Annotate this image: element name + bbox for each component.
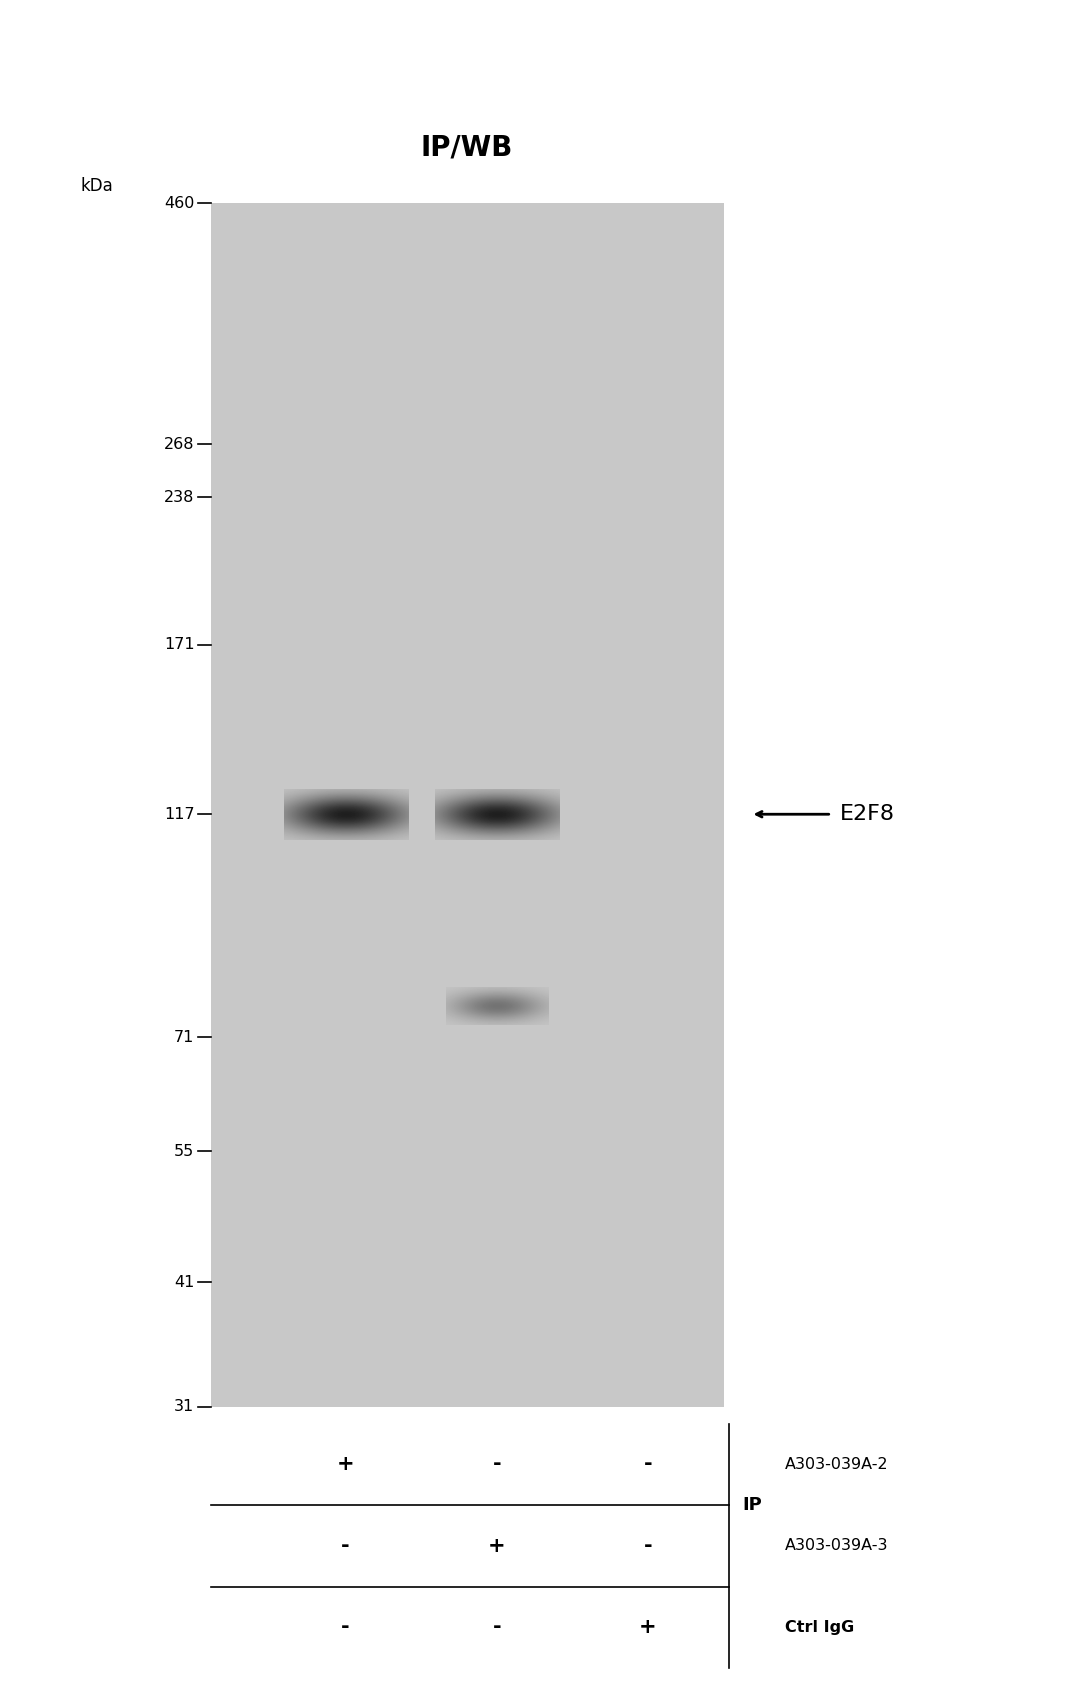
Text: -: - [492,1454,501,1475]
Text: 117: 117 [164,807,194,822]
Text: Ctrl IgG: Ctrl IgG [785,1620,854,1634]
Text: 268: 268 [164,437,194,453]
Text: IP: IP [742,1497,761,1514]
Text: +: + [488,1536,505,1556]
Text: +: + [639,1617,657,1637]
Text: -: - [492,1617,501,1637]
Text: -: - [341,1536,350,1556]
Text: IP/WB: IP/WB [421,132,513,161]
Text: -: - [644,1454,652,1475]
Text: -: - [644,1536,652,1556]
Bar [211,203,724,1407]
Text: 31: 31 [174,1400,194,1414]
Text: A303-039A-3: A303-039A-3 [785,1539,889,1553]
Text: E2F8: E2F8 [840,803,895,824]
Text: 460: 460 [164,197,194,210]
Text: 41: 41 [174,1275,194,1290]
Text: +: + [337,1454,354,1475]
Text: 171: 171 [164,637,194,653]
Text: 238: 238 [164,490,194,505]
Text: 55: 55 [174,1144,194,1159]
Text: 71: 71 [174,1029,194,1044]
Text: -: - [341,1617,350,1637]
Text: A303-039A-2: A303-039A-2 [785,1458,889,1471]
Text: kDa: kDa [81,176,113,195]
